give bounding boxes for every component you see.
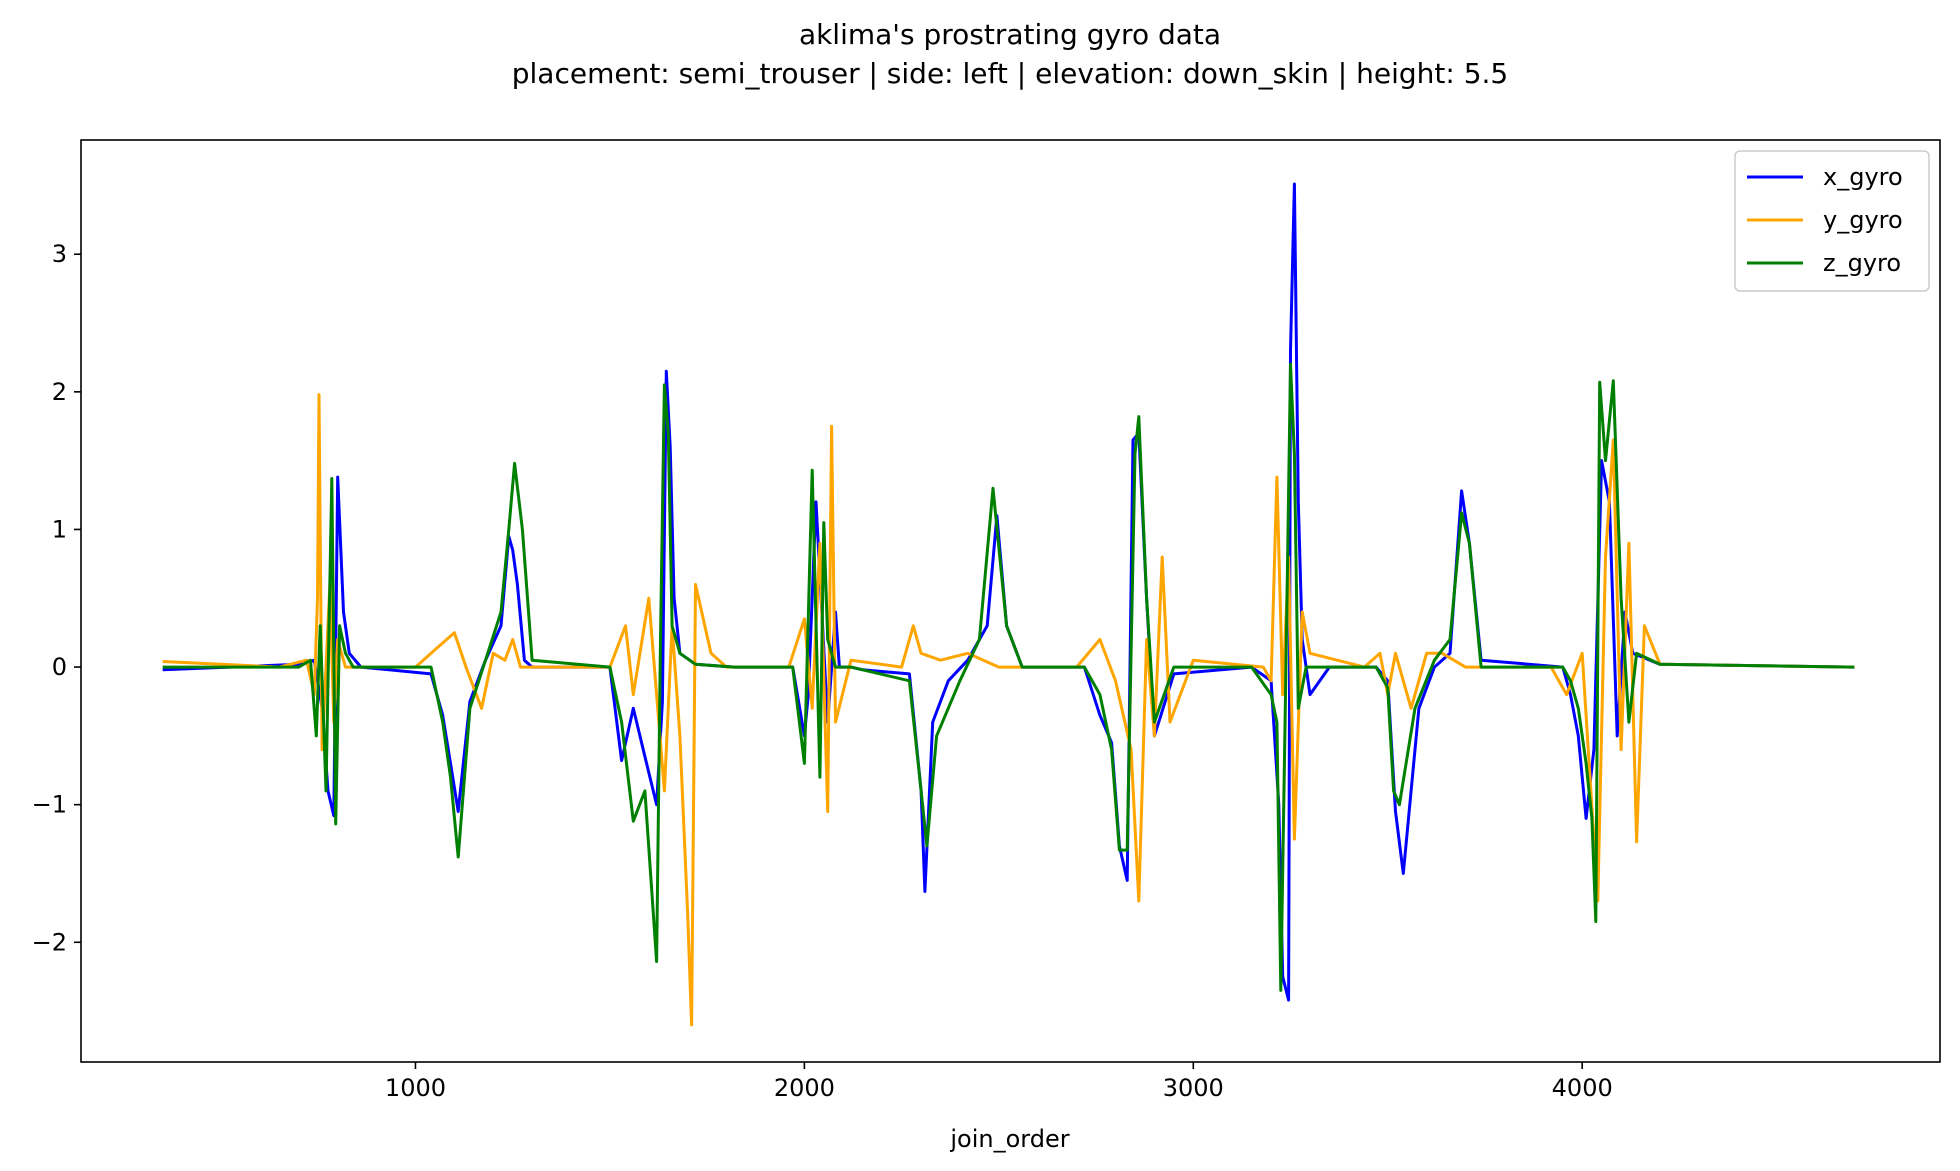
legend: x_gyro y_gyro z_gyro xyxy=(1734,150,1930,292)
y-axis: −2 −1 0 1 2 3 xyxy=(32,240,81,956)
legend-label-y-gyro: y_gyro xyxy=(1823,206,1903,234)
x-tick-label: 1000 xyxy=(385,1074,446,1102)
y-tick-label: −2 xyxy=(32,928,67,956)
x-tick-label: 4000 xyxy=(1552,1074,1613,1102)
series-layer xyxy=(162,182,1855,1027)
chart-subtitle: placement: semi_trouser | side: left | e… xyxy=(512,57,1509,90)
plot-frame xyxy=(80,139,1941,1063)
legend-label-x-gyro: x_gyro xyxy=(1823,163,1903,191)
series-line-z-gyro xyxy=(162,362,1855,992)
y-tick-label: 3 xyxy=(52,240,67,268)
plot-area xyxy=(80,139,1941,1063)
y-tick-label: −1 xyxy=(32,791,67,819)
chart-title: aklima's prostrating gyro data xyxy=(799,18,1221,51)
y-tick-label: 2 xyxy=(52,378,67,406)
x-tick-label: 3000 xyxy=(1163,1074,1224,1102)
y-tick-label: 1 xyxy=(52,515,67,543)
legend-label-z-gyro: z_gyro xyxy=(1823,249,1901,277)
x-axis-label: join_order xyxy=(949,1125,1069,1153)
y-tick-label: 0 xyxy=(52,653,67,681)
series-line-x-gyro xyxy=(162,182,1855,1002)
legend-box xyxy=(1734,150,1930,292)
x-tick-label: 2000 xyxy=(774,1074,835,1102)
x-axis: 1000 2000 3000 4000 xyxy=(385,1062,1613,1102)
